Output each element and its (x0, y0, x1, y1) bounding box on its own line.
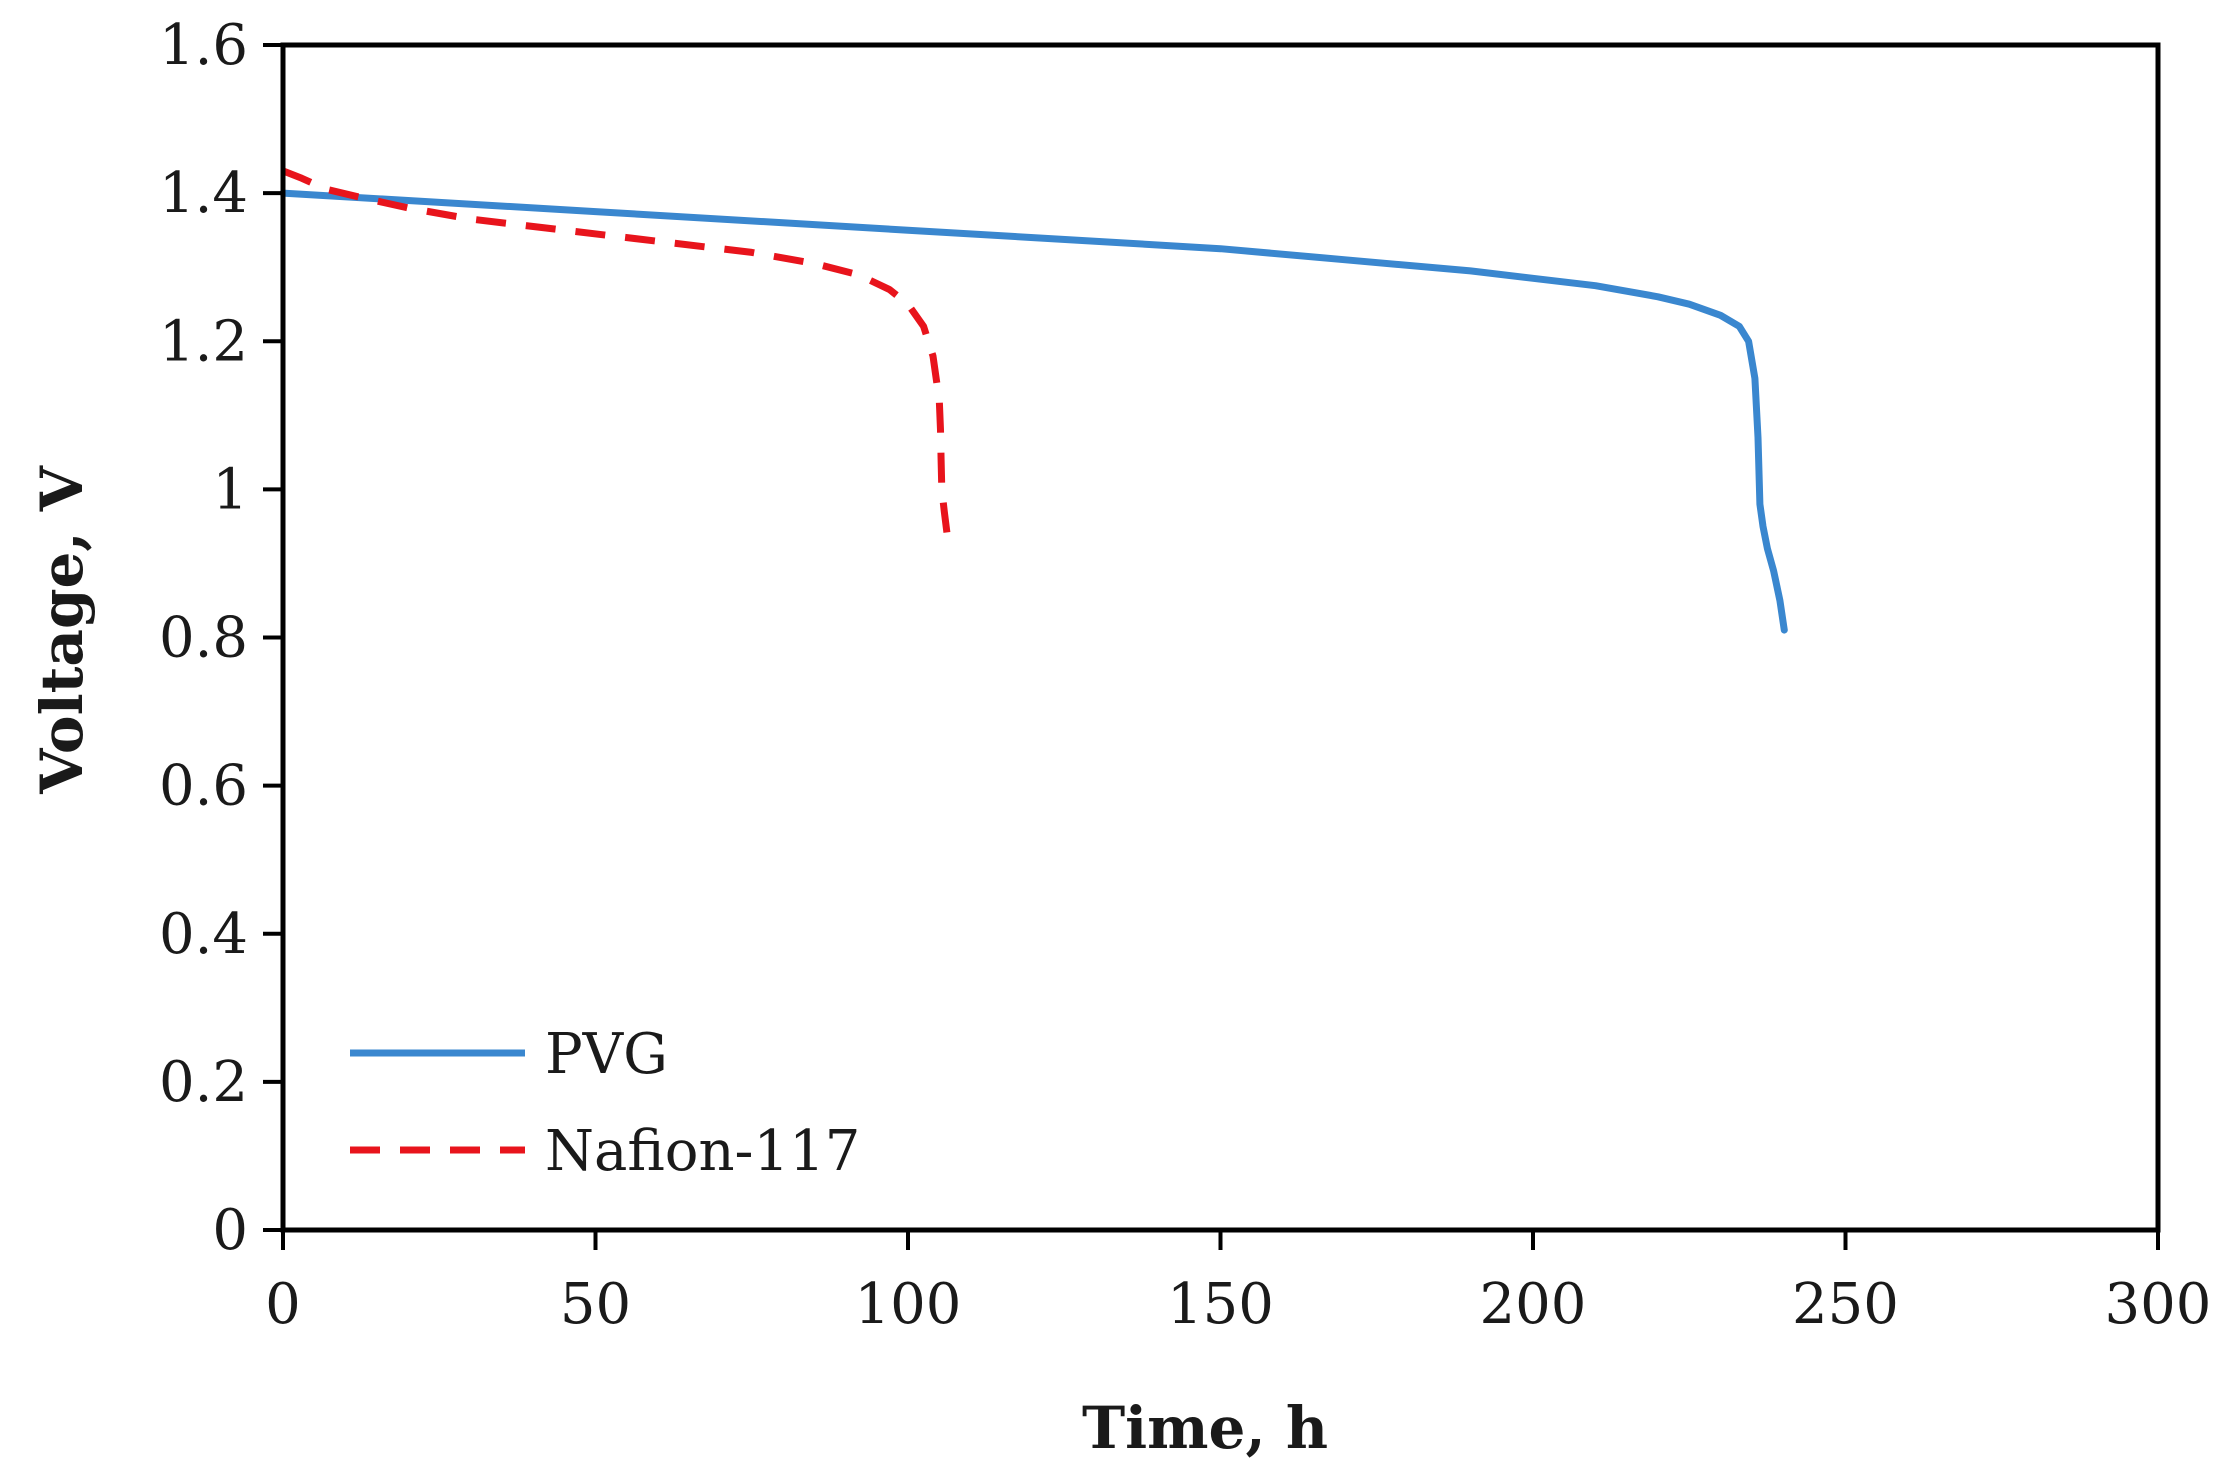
y-tick-label: 0.2 (159, 1050, 248, 1115)
y-tick-label: 1 (212, 457, 248, 522)
x-tick-label: 250 (1792, 1272, 1899, 1337)
x-tick-label: 200 (1480, 1272, 1587, 1337)
y-tick-label: 1.4 (159, 161, 248, 226)
x-axis-title: Time, h (1082, 1394, 1328, 1462)
y-tick-label: 1.2 (159, 309, 248, 374)
y-axis-title: Voltage, V (28, 465, 96, 795)
x-tick-label: 50 (560, 1272, 631, 1337)
series-layer (279, 167, 1788, 634)
legend-label-nafion-117: Nafion-117 (545, 1119, 860, 1184)
y-tick-label: 0.4 (159, 902, 248, 967)
x-tick-label: 150 (1167, 1272, 1274, 1337)
x-axis: 0 50 100 150 200 250 300 (265, 1230, 2211, 1337)
legend-label-pvg: PVG (545, 1022, 668, 1087)
x-tick-label: 100 (855, 1272, 962, 1337)
y-tick-label: 0 (212, 1198, 248, 1263)
y-tick-label: 0.6 (159, 754, 248, 819)
y-axis: 0 0.2 0.4 0.6 0.8 1 1.2 1.4 1.6 (159, 13, 283, 1263)
series-line-pvg (279, 189, 1788, 634)
y-tick-label: 1.6 (159, 13, 248, 78)
y-tick-label: 0.8 (159, 606, 248, 671)
x-tick-label: 0 (265, 1272, 301, 1337)
legend: PVG Nafion-117 (350, 1022, 860, 1184)
x-tick-label: 300 (2105, 1272, 2212, 1337)
